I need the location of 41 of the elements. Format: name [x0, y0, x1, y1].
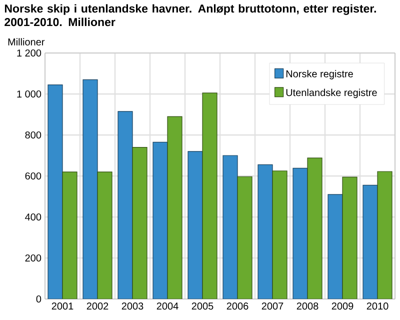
- bar: [258, 164, 273, 299]
- y-tick-label: 1 200: [17, 49, 42, 57]
- chart-title: Norske skip i utenlandske havner. Anløpt bruttotonn, etter register. 2001-2010. Millioner: [4, 4, 376, 26]
- y-axis-title: Millioner: [8, 38, 45, 46]
- y-tick-label: 200: [25, 254, 42, 262]
- x-tick-label: 2008: [296, 302, 318, 310]
- bar: [202, 92, 218, 299]
- y-tick-label: 0: [36, 295, 42, 303]
- bar: [82, 79, 98, 299]
- bar: [167, 116, 182, 299]
- x-tick-label: 2002: [86, 302, 108, 310]
- bar: [62, 172, 78, 299]
- x-tick-label: 2004: [156, 302, 178, 310]
- y-tick-label: 800: [25, 131, 42, 139]
- bar: [97, 172, 112, 299]
- bar: [118, 111, 133, 299]
- x-tick-label: 2003: [122, 302, 144, 310]
- bar: [362, 184, 378, 299]
- bar: [377, 171, 392, 299]
- bar: [188, 151, 203, 299]
- legend-label: Utenlandske registre: [286, 88, 377, 98]
- x-tick-label: 2005: [192, 302, 214, 310]
- bar: [328, 194, 343, 299]
- x-tick-label: 2009: [332, 302, 354, 310]
- y-tick-label: 600: [25, 172, 42, 180]
- x-tick-label: 2010: [366, 302, 388, 310]
- bar: [237, 176, 252, 299]
- y-tick-label: 400: [25, 213, 42, 221]
- x-tick-label: 2007: [262, 302, 284, 310]
- x-tick-label: 2001: [52, 302, 74, 310]
- legend-label: Norske registre: [286, 70, 353, 80]
- bar: [272, 170, 288, 299]
- bar: [222, 155, 238, 299]
- bar: [152, 142, 168, 299]
- bar: [307, 158, 322, 299]
- x-tick-label: 2006: [226, 302, 248, 310]
- y-tick-label: 1 000: [17, 90, 42, 98]
- bar: [292, 168, 308, 299]
- bar: [48, 84, 63, 299]
- bar: [342, 176, 358, 299]
- bar: [132, 146, 148, 299]
